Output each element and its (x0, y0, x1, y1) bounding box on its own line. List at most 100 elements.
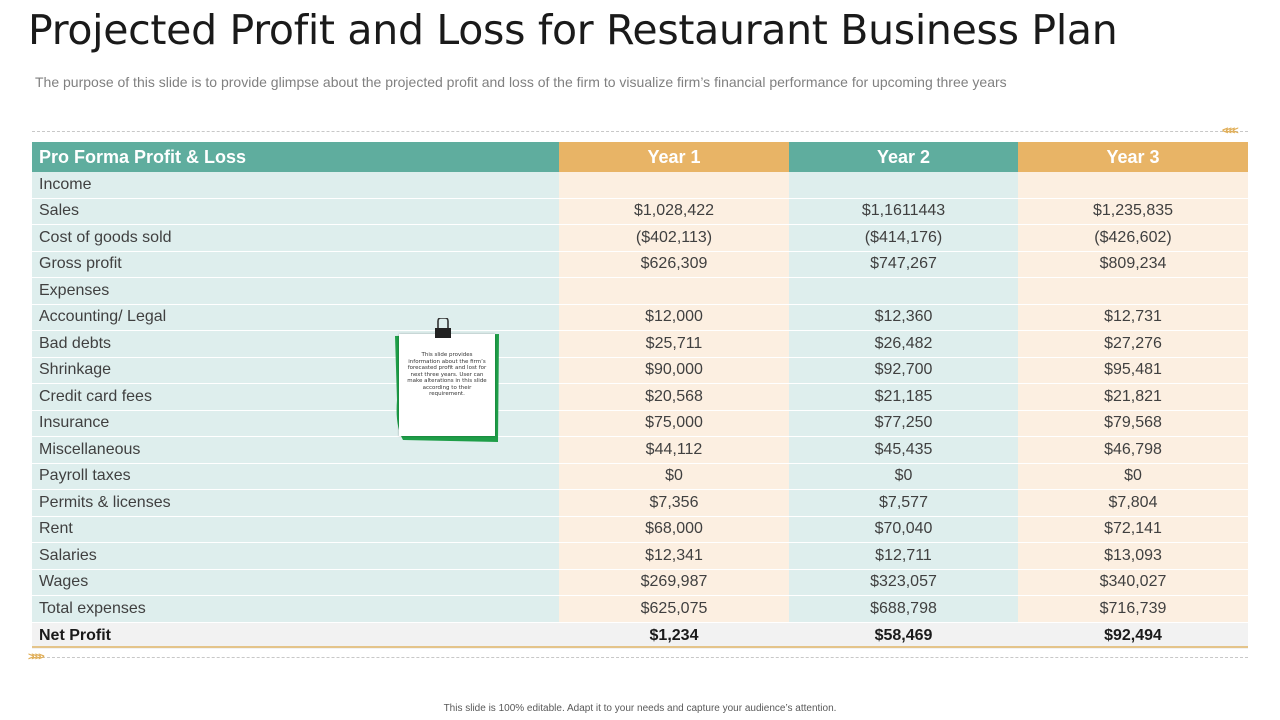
year-1-value: $1,028,422 (559, 198, 789, 225)
year-1-value (559, 172, 789, 199)
sticky-note: This slide provides information about th… (393, 318, 501, 444)
table-row: Payroll taxes $0 $0 $0 (32, 463, 1248, 490)
year-3-value: ($426,602) (1018, 224, 1248, 252)
year-3-value: $7,804 (1018, 489, 1248, 517)
year-2-value (789, 277, 1018, 305)
year-1-value: $75,000 (559, 410, 789, 437)
year-1-value: $625,075 (559, 595, 789, 623)
year-3-value: $79,568 (1018, 410, 1248, 437)
year-2-value: $747,267 (789, 251, 1018, 278)
sticky-note-text: This slide provides information about th… (407, 352, 487, 397)
year-3-value: $716,739 (1018, 595, 1248, 623)
year-2-value: $21,185 (789, 383, 1018, 411)
slide-subtitle: The purpose of this slide is to provide … (35, 74, 1007, 90)
table-row: Income (32, 172, 1248, 199)
year-2-value: $70,040 (789, 516, 1018, 543)
year-2-value: $0 (789, 463, 1018, 490)
profit-loss-table: Pro Forma Profit & Loss Year 1 Year 2 Ye… (32, 142, 1248, 650)
year-2-value: ($414,176) (789, 224, 1018, 252)
top-divider (32, 131, 1248, 132)
slide-footer: This slide is 100% editable. Adapt it to… (443, 703, 837, 714)
slide-title: Projected Profit and Loss for Restaurant… (28, 6, 1118, 54)
year-2-value: $7,577 (789, 489, 1018, 517)
table-row: Miscellaneous $44,112 $45,435 $46,798 (32, 436, 1248, 464)
year-2-value: $45,435 (789, 436, 1018, 464)
chevrons-left-icon: <<<< (1222, 125, 1239, 137)
year-1-value: $68,000 (559, 516, 789, 543)
year-2-value: $12,711 (789, 542, 1018, 570)
row-label: Sales (32, 198, 559, 225)
table-row: Cost of goods sold ($402,113) ($414,176) ($… (32, 224, 1248, 252)
table-header-row: Pro Forma Profit & Loss Year 1 Year 2 Ye… (32, 142, 1248, 172)
row-label: Rent (32, 516, 559, 543)
net-profit-year-3: $92,494 (1018, 622, 1248, 650)
year-3-value: $21,821 (1018, 383, 1248, 411)
table-row: Bad debts $25,711 $26,482 $27,276 (32, 330, 1248, 358)
sticky-note-paper (399, 334, 495, 436)
year-2-value: $688,798 (789, 595, 1018, 623)
table-row: Salaries $12,341 $12,711 $13,093 (32, 542, 1248, 570)
year-3-value: $12,731 (1018, 304, 1248, 331)
year-3-value (1018, 172, 1248, 199)
net-profit-label: Net Profit (32, 622, 559, 650)
year-3-value: $0 (1018, 463, 1248, 490)
table-row: Gross profit $626,309 $747,267 $809,234 (32, 251, 1248, 278)
year-3-value: $27,276 (1018, 330, 1248, 358)
bottom-divider (32, 657, 1248, 658)
year-2-value (789, 172, 1018, 199)
row-label: Cost of goods sold (32, 224, 559, 252)
year-3-value: $46,798 (1018, 436, 1248, 464)
table-row: Expenses (32, 277, 1248, 305)
row-label: Wages (32, 569, 559, 596)
header-pro-forma: Pro Forma Profit & Loss (32, 142, 559, 172)
year-1-value: $626,309 (559, 251, 789, 278)
table-row: Accounting/ Legal $12,000 $12,360 $12,731 (32, 304, 1248, 331)
year-2-value: $92,700 (789, 357, 1018, 384)
header-year-3: Year 3 (1018, 142, 1248, 172)
header-year-1: Year 1 (559, 142, 789, 172)
year-1-value: $7,356 (559, 489, 789, 517)
net-profit-year-1: $1,234 (559, 622, 789, 650)
year-1-value (559, 277, 789, 305)
year-3-value: $13,093 (1018, 542, 1248, 570)
year-1-value: $25,711 (559, 330, 789, 358)
year-3-value (1018, 277, 1248, 305)
year-2-value: $77,250 (789, 410, 1018, 437)
table-row: Shrinkage $90,000 $92,700 $95,481 (32, 357, 1248, 384)
row-label: Gross profit (32, 251, 559, 278)
year-1-value: $90,000 (559, 357, 789, 384)
table-row: Total expenses $625,075 $688,798 $716,739 (32, 595, 1248, 623)
year-1-value: $269,987 (559, 569, 789, 596)
year-3-value: $72,141 (1018, 516, 1248, 543)
binder-clip-icon (435, 318, 451, 338)
table-bottom-line (32, 646, 1248, 648)
table-row: Insurance $75,000 $77,250 $79,568 (32, 410, 1248, 437)
table-row: Credit card fees $20,568 $21,185 $21,821 (32, 383, 1248, 411)
row-label: Payroll taxes (32, 463, 559, 490)
year-1-value: $44,112 (559, 436, 789, 464)
year-3-value: $809,234 (1018, 251, 1248, 278)
table-row: Wages $269,987 $323,057 $340,027 (32, 569, 1248, 596)
row-label: Expenses (32, 277, 559, 305)
table-row: Rent $68,000 $70,040 $72,141 (32, 516, 1248, 543)
year-3-value: $1,235,835 (1018, 198, 1248, 225)
year-1-value: ($402,113) (559, 224, 789, 252)
net-profit-row: Net Profit $1,234 $58,469 $92,494 (32, 622, 1248, 650)
year-2-value: $1,1611443 (789, 198, 1018, 225)
table-row: Permits & licenses $7,356 $7,577 $7,804 (32, 489, 1248, 517)
row-label: Permits & licenses (32, 489, 559, 517)
year-2-value: $323,057 (789, 569, 1018, 596)
year-2-value: $12,360 (789, 304, 1018, 331)
row-label: Accounting/ Legal (32, 304, 559, 331)
row-label: Salaries (32, 542, 559, 570)
year-2-value: $26,482 (789, 330, 1018, 358)
year-3-value: $340,027 (1018, 569, 1248, 596)
chevrons-right-icon: >>>> (28, 651, 45, 663)
header-year-2: Year 2 (789, 142, 1018, 172)
row-label: Total expenses (32, 595, 559, 623)
year-1-value: $20,568 (559, 383, 789, 411)
table-row: Sales $1,028,422 $1,1611443 $1,235,835 (32, 198, 1248, 225)
year-1-value: $12,341 (559, 542, 789, 570)
net-profit-year-2: $58,469 (789, 622, 1018, 650)
year-1-value: $12,000 (559, 304, 789, 331)
